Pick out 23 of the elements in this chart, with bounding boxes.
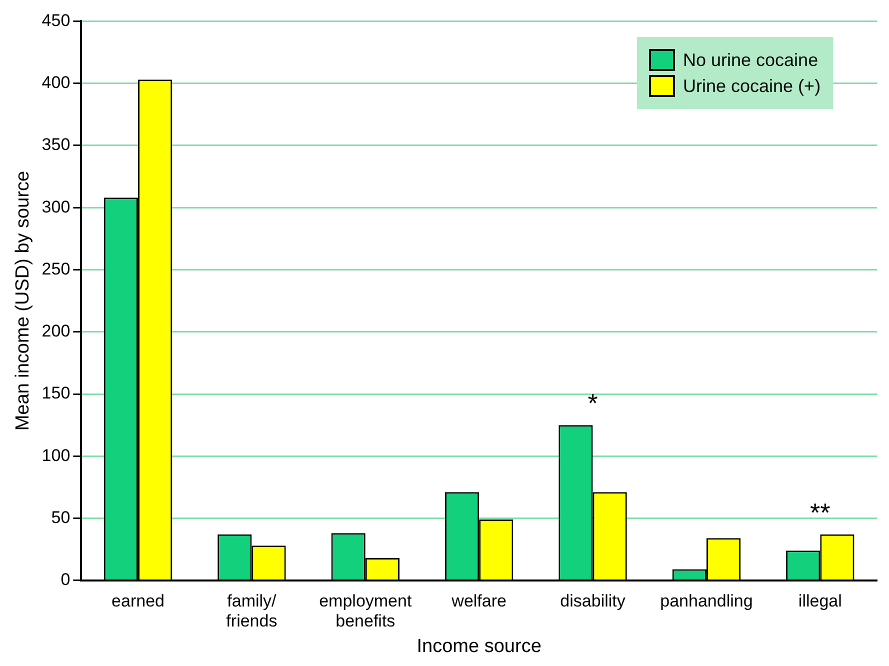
annotation: **: [810, 498, 830, 528]
x-tick-label: employment benefits: [319, 591, 412, 631]
x-tick-label: illegal: [798, 591, 842, 610]
x-tick-label: disability: [560, 591, 626, 610]
legend-label: Urine cocaine (+): [683, 76, 821, 97]
legend-label: No urine cocaine: [683, 50, 818, 71]
y-tick-label: 250: [42, 259, 70, 278]
y-tick-label: 0: [60, 570, 70, 590]
y-tick-label: 450: [42, 10, 70, 30]
y-tick-label: 50: [51, 508, 70, 527]
x-tick-label: panhandling: [660, 591, 753, 610]
y-tick-label: 150: [42, 384, 70, 403]
y-tick-label: 350: [42, 135, 70, 154]
annotation: *: [588, 388, 598, 418]
y-tick-label: 300: [42, 197, 70, 216]
x-tick-label: earned: [112, 591, 164, 610]
y-axis-title: Mean income (USD) by source: [12, 170, 34, 431]
y-tick-label: 200: [42, 322, 70, 341]
y-tick-label: 400: [42, 73, 70, 92]
y-tick-label: 100: [42, 446, 70, 465]
x-axis-title: Income source: [416, 636, 542, 657]
x-tick-label: welfare: [450, 591, 506, 610]
x-tick-label: family/ friends: [226, 591, 278, 631]
